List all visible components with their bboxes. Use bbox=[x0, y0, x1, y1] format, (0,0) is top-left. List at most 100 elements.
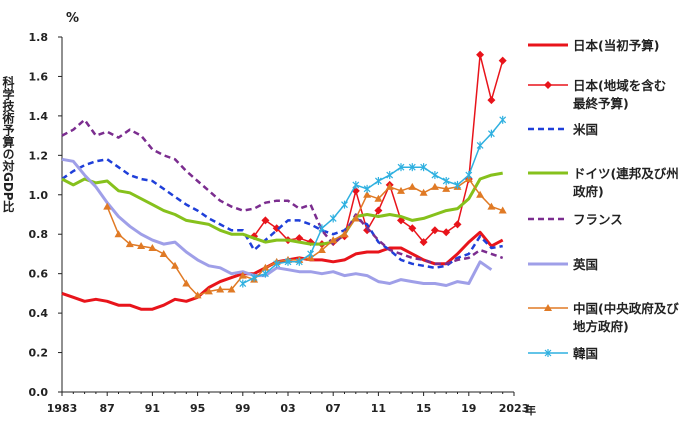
data-point bbox=[250, 273, 258, 282]
data-point bbox=[272, 224, 281, 233]
legend-marker bbox=[544, 81, 552, 89]
y-tick-label: 0.0 bbox=[29, 386, 49, 399]
data-point bbox=[430, 182, 439, 190]
data-point bbox=[193, 291, 202, 299]
data-point bbox=[499, 115, 507, 124]
data-point bbox=[374, 194, 383, 202]
data-point bbox=[148, 244, 157, 252]
legend-item: 英国 bbox=[528, 257, 598, 272]
data-point bbox=[114, 230, 123, 238]
data-point bbox=[363, 226, 372, 235]
data-point bbox=[487, 202, 496, 210]
data-point bbox=[340, 230, 349, 238]
x-unit-label: 年 bbox=[525, 403, 536, 417]
y-unit-label: % bbox=[66, 11, 79, 26]
data-point bbox=[273, 259, 281, 268]
axes: 0.0 0.2 0.4 0.6 0.8 1.0 1.2 1.4 1.6 1.8 1983 87 91 95… bbox=[29, 31, 530, 415]
data-point bbox=[408, 224, 417, 233]
data-point bbox=[351, 214, 360, 222]
series-layer bbox=[61, 50, 507, 311]
data-point bbox=[159, 249, 168, 257]
series-1 bbox=[250, 50, 507, 249]
data-point bbox=[329, 214, 337, 223]
y-axis-label: 科学技術予算の対GDP比 bbox=[1, 75, 15, 214]
legend-item: フランス bbox=[528, 212, 623, 227]
data-point bbox=[295, 234, 304, 243]
data-point bbox=[465, 171, 473, 180]
x-tick-label: 95 bbox=[190, 402, 205, 415]
data-point bbox=[295, 257, 303, 266]
x-tick-label: 2023 bbox=[499, 402, 530, 415]
data-point bbox=[317, 246, 326, 253]
legend-marker bbox=[544, 349, 552, 357]
legend-label: 日本(当初予算) bbox=[573, 38, 659, 53]
data-point bbox=[442, 228, 451, 237]
x-tick-label: 11 bbox=[371, 402, 386, 415]
legend-item: 日本(当初予算) bbox=[528, 38, 659, 53]
y-tick-label: 1.2 bbox=[29, 149, 49, 162]
data-point bbox=[363, 190, 372, 198]
legend-label: 中国(中央政府及び bbox=[573, 301, 679, 316]
y-tick-label: 1.0 bbox=[29, 189, 49, 202]
x-tick-label: 03 bbox=[280, 402, 295, 415]
y-tick-label: 1.6 bbox=[29, 70, 49, 83]
data-point bbox=[498, 56, 507, 65]
x-tick-label: 87 bbox=[100, 402, 115, 415]
data-point bbox=[261, 216, 270, 225]
y-tick-label: 1.4 bbox=[29, 110, 49, 123]
data-point bbox=[261, 263, 270, 271]
data-point bbox=[261, 269, 269, 278]
series-line bbox=[61, 171, 503, 246]
x-tick-label: 99 bbox=[235, 402, 250, 415]
y-tick-label: 0.2 bbox=[29, 347, 49, 360]
series-4 bbox=[61, 118, 504, 266]
series-line bbox=[61, 118, 504, 266]
x-tick-label: 19 bbox=[461, 402, 476, 415]
y-tick-label: 1.8 bbox=[29, 31, 49, 44]
data-point bbox=[329, 236, 338, 244]
data-point bbox=[307, 249, 315, 258]
data-point bbox=[125, 240, 134, 248]
data-point bbox=[171, 261, 179, 269]
series-line bbox=[106, 178, 503, 297]
y-tick-label: 0.8 bbox=[29, 228, 49, 241]
legend-item: 韓国 bbox=[528, 346, 598, 361]
legend-label: 最終予算) bbox=[573, 96, 629, 111]
data-point bbox=[431, 171, 439, 180]
data-point bbox=[419, 188, 428, 196]
data-point bbox=[408, 163, 416, 172]
data-point bbox=[419, 238, 428, 247]
y-tick-label: 0.6 bbox=[29, 268, 49, 281]
series-3 bbox=[61, 171, 503, 246]
data-point bbox=[204, 287, 213, 295]
data-point bbox=[454, 180, 461, 189]
data-point bbox=[487, 96, 496, 105]
legend-marker bbox=[544, 304, 552, 311]
series-2 bbox=[61, 158, 503, 270]
legend-label: 米国 bbox=[572, 122, 598, 137]
data-point bbox=[318, 224, 326, 233]
x-tick-label: 1983 bbox=[47, 402, 78, 415]
data-point bbox=[385, 182, 394, 190]
data-point bbox=[238, 271, 247, 279]
data-point bbox=[487, 129, 495, 138]
x-tick-label: 07 bbox=[326, 402, 341, 415]
legend-label: ドイツ(連邦及び州 bbox=[573, 166, 679, 181]
data-point bbox=[430, 226, 439, 235]
series-7 bbox=[239, 115, 507, 288]
data-point bbox=[453, 220, 462, 229]
legend-label: 政府) bbox=[573, 184, 604, 199]
data-point bbox=[103, 202, 112, 210]
legend-item: 米国 bbox=[528, 122, 598, 137]
data-point bbox=[386, 171, 394, 180]
data-point bbox=[363, 184, 371, 193]
data-point bbox=[442, 184, 451, 192]
data-point bbox=[182, 279, 191, 287]
data-point bbox=[442, 176, 450, 185]
data-point bbox=[397, 163, 405, 172]
series-6 bbox=[103, 175, 507, 299]
